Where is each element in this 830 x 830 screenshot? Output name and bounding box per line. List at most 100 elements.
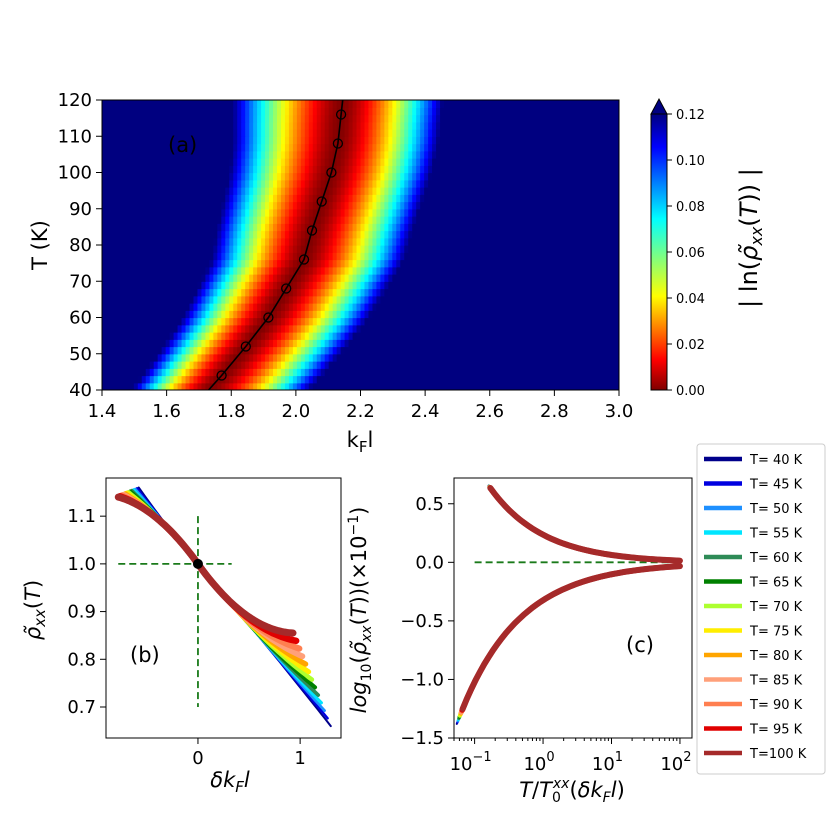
heatmap-cell bbox=[444, 252, 449, 261]
heatmap-cell bbox=[376, 245, 381, 253]
heatmap-cell bbox=[308, 172, 314, 181]
heatmap-cell bbox=[535, 295, 541, 304]
heatmap-cell bbox=[563, 288, 568, 297]
heatmap-cell bbox=[225, 129, 230, 137]
heatmap-cell bbox=[336, 208, 342, 217]
heatmap-cell bbox=[320, 245, 326, 253]
heatmap-cell bbox=[316, 303, 322, 311]
heatmap-cell bbox=[511, 143, 517, 152]
heatmap-cell bbox=[563, 259, 568, 268]
heatmap-cell bbox=[432, 172, 437, 181]
heatmap-cell bbox=[253, 187, 258, 195]
heatmap-cell bbox=[539, 353, 545, 362]
heatmap-cell bbox=[535, 339, 541, 348]
heatmap-cell bbox=[515, 114, 521, 123]
heatmap-cell bbox=[205, 368, 210, 377]
heatmap-cell bbox=[416, 353, 421, 362]
heatmap-cell bbox=[432, 230, 437, 239]
heatmap-cell bbox=[412, 252, 417, 261]
heatmap-cell bbox=[539, 121, 545, 130]
heatmap-cell bbox=[276, 353, 282, 362]
heatmap-cell bbox=[591, 129, 596, 137]
heatmap-cell bbox=[125, 114, 131, 123]
heatmap-cell bbox=[440, 252, 445, 261]
heatmap-cell bbox=[364, 324, 370, 333]
heatmap-cell bbox=[607, 201, 612, 210]
heatmap-cell bbox=[420, 136, 425, 145]
heatmap-cell bbox=[527, 346, 533, 355]
heatmap-cell bbox=[241, 259, 246, 268]
heatmap-cell bbox=[225, 237, 230, 246]
heatmap-cell bbox=[483, 187, 489, 195]
heatmap-cell bbox=[137, 136, 143, 145]
heatmap-cell bbox=[261, 252, 266, 261]
heatmap-cell bbox=[404, 165, 409, 174]
heatmap-cell bbox=[551, 317, 556, 326]
heatmap-cell bbox=[273, 158, 278, 166]
heatmap-cell bbox=[217, 353, 222, 362]
heatmap-cell bbox=[312, 158, 318, 166]
heatmap-cell bbox=[205, 303, 210, 311]
heatmap-cell bbox=[531, 187, 537, 195]
heatmap-cell bbox=[475, 332, 481, 340]
heatmap-cell bbox=[161, 317, 167, 326]
heatmap-cell bbox=[515, 216, 521, 224]
heatmap-cell bbox=[595, 324, 600, 333]
heatmap-cell bbox=[507, 295, 513, 304]
heatmap-cell bbox=[241, 216, 246, 224]
heatmap-cell bbox=[364, 295, 370, 304]
heatmap-cell bbox=[209, 332, 214, 340]
heatmap-cell bbox=[284, 187, 290, 195]
heatmap-cell bbox=[125, 310, 131, 319]
heatmap-cell bbox=[455, 368, 461, 377]
heatmap-cell bbox=[491, 150, 497, 159]
heatmap-cell bbox=[567, 150, 572, 159]
heatmap-cell bbox=[495, 353, 501, 362]
heatmap-cell bbox=[607, 136, 612, 145]
heatmap-cell bbox=[503, 266, 509, 275]
heatmap-cell bbox=[463, 223, 469, 232]
heatmap-cell bbox=[603, 295, 608, 304]
heatmap-cell bbox=[471, 382, 477, 390]
heatmap-cell bbox=[587, 179, 592, 188]
heatmap-cell bbox=[491, 310, 497, 319]
heatmap-cell bbox=[245, 375, 250, 384]
heatmap-cell bbox=[511, 216, 517, 224]
heatmap-cell bbox=[261, 339, 266, 348]
heatmap-cell bbox=[376, 230, 381, 239]
heatmap-cell bbox=[324, 281, 330, 290]
heatmap-cell bbox=[523, 346, 529, 355]
heatmap-cell bbox=[102, 274, 107, 282]
heatmap-cell bbox=[615, 310, 619, 319]
heatmap-cell bbox=[372, 150, 378, 159]
heatmap-cell bbox=[471, 259, 477, 268]
heatmap-cell bbox=[249, 317, 254, 326]
heatmap-cell bbox=[209, 129, 214, 137]
heatmap-cell bbox=[543, 375, 549, 384]
heatmap-cell bbox=[201, 121, 206, 130]
heatmap-cell bbox=[117, 368, 123, 377]
heatmap-cell bbox=[527, 310, 533, 319]
heatmap-cell bbox=[344, 129, 350, 137]
heatmap-cell bbox=[555, 353, 560, 362]
heatmap-cell bbox=[233, 324, 238, 333]
heatmap-cell bbox=[368, 310, 374, 319]
heatmap-cell bbox=[209, 361, 214, 369]
heatmap-cell bbox=[205, 353, 210, 362]
heatmap-cell bbox=[320, 346, 326, 355]
heatmap-cell bbox=[312, 375, 318, 384]
heatmap-cell bbox=[312, 353, 318, 362]
heatmap-cell bbox=[428, 216, 433, 224]
heatmap-cell bbox=[209, 303, 214, 311]
heatmap-cell bbox=[396, 317, 401, 326]
heatmap-cell bbox=[523, 165, 529, 174]
heatmap-cell bbox=[583, 266, 588, 275]
heatmap-cell bbox=[348, 187, 354, 195]
heatmap-cell bbox=[483, 230, 489, 239]
heatmap-cell bbox=[340, 187, 346, 195]
heatmap-cell bbox=[599, 194, 604, 203]
heatmap-cell bbox=[221, 288, 226, 297]
heatmap-cell bbox=[384, 230, 389, 239]
heatmap-cell bbox=[145, 114, 151, 123]
heatmap-cell bbox=[575, 165, 580, 174]
